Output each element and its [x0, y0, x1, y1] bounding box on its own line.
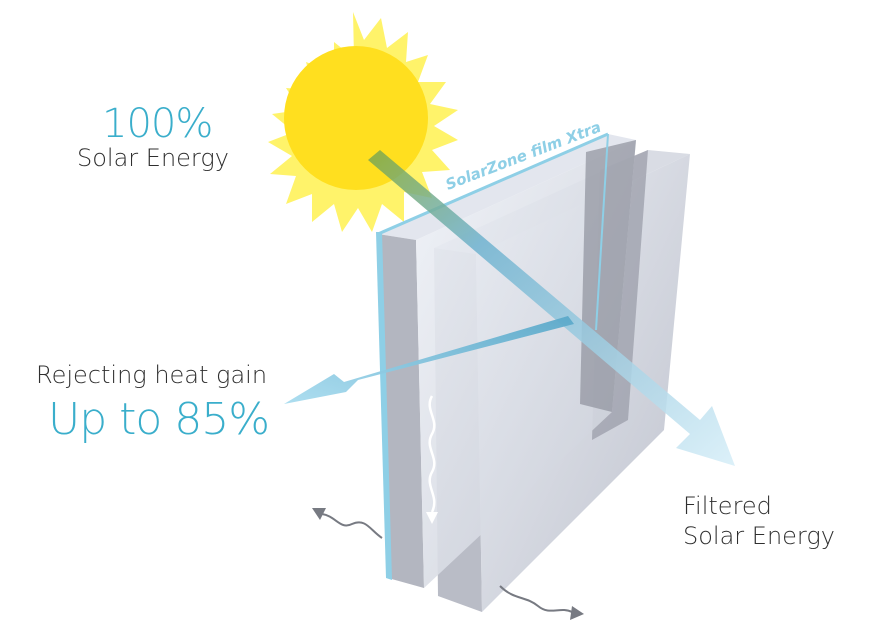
solar-percent-label: 100%: [102, 101, 213, 147]
rejecting-heat-label: Rejecting heat gain: [36, 361, 268, 389]
rejecting-percent-label: Up to 85%: [48, 394, 270, 445]
solar-energy-label: Solar Energy: [77, 144, 229, 172]
rejected-heat-arrow: [284, 316, 574, 404]
filtered-label-line2: Solar Energy: [683, 522, 835, 550]
solar-beam-arrow: [368, 150, 735, 466]
film-layer: [376, 232, 392, 580]
filtered-label-line1: Filtered: [683, 492, 772, 520]
sun-core: [284, 46, 428, 190]
heat-emission-bottom-icon: [499, 585, 584, 620]
heat-emission-left-icon: [312, 508, 383, 539]
heat-wave-arrow: [426, 395, 438, 524]
